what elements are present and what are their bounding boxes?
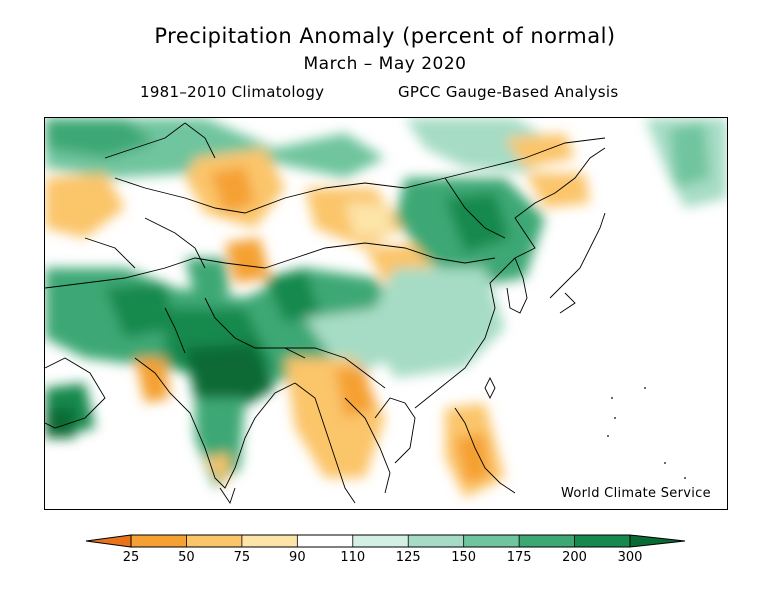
colorbar-segment	[186, 535, 243, 547]
colorbar-tick-label: 25	[122, 550, 140, 565]
map-panel	[44, 117, 728, 510]
anomaly-map	[45, 118, 727, 509]
colorbar	[85, 534, 686, 548]
colorbar-segment	[408, 535, 465, 547]
colorbar-tick-label: 150	[451, 550, 477, 565]
colorbar-segment	[352, 535, 409, 547]
anomaly-field	[45, 118, 727, 498]
colorbar-tick-label: 90	[289, 550, 306, 565]
colorbar-tick-label: 110	[340, 550, 366, 565]
colorbar-segment	[241, 535, 298, 547]
colorbar-segment	[297, 535, 354, 547]
colorbar-tick-label: 200	[562, 550, 587, 565]
colorbar-segment	[574, 535, 631, 547]
colorbar-segment	[463, 535, 520, 547]
colorbar-tick-label: 75	[233, 550, 251, 565]
watermark: World Climate Service	[561, 486, 711, 501]
colorbar-tick-label: 300	[617, 550, 643, 565]
coastlines	[45, 122, 606, 505]
colorbar-tick-label: 50	[178, 550, 195, 565]
analysis-label: GPCC Gauge-Based Analysis	[398, 83, 619, 101]
climatology-label: 1981–2010 Climatology	[140, 83, 325, 101]
pacific-islands	[607, 387, 686, 479]
map-title: Precipitation Anomaly (percent of normal…	[154, 24, 616, 48]
colorbar-segment	[519, 535, 576, 547]
colorbar-segments	[85, 534, 686, 548]
colorbar-tick-label: 175	[506, 550, 532, 565]
colorbar-segment	[131, 535, 187, 547]
colorbar-tick-label: 125	[395, 550, 421, 565]
colorbar-frame	[130, 534, 631, 548]
map-period: March – May 2020	[303, 54, 467, 74]
colorbar-arrow-low	[85, 534, 132, 548]
colorbar-arrow-high	[629, 534, 686, 548]
